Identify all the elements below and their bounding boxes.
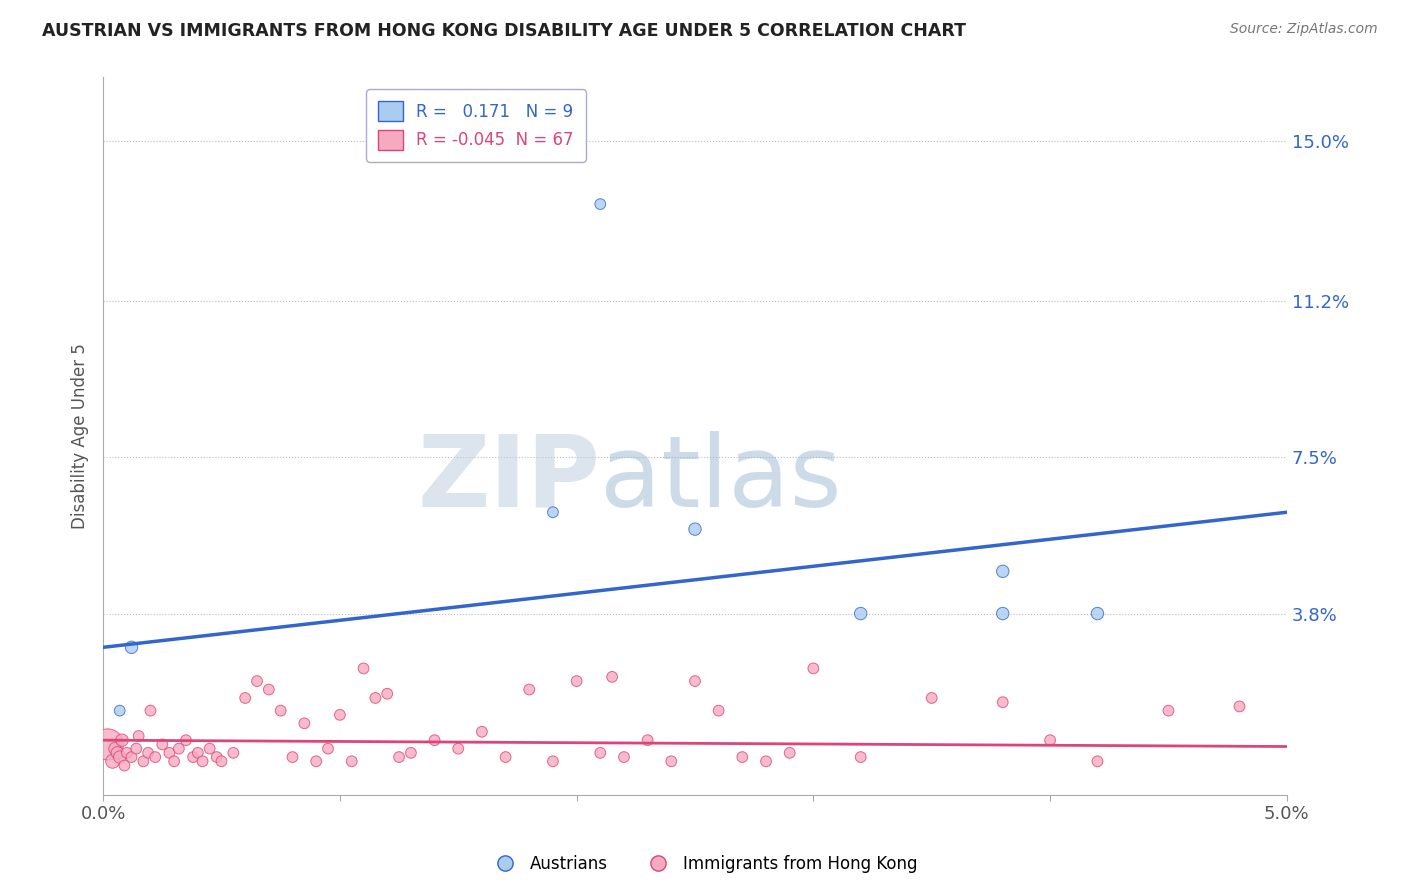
Point (600, 670, 623, 684)
Point (991, 565, 1014, 579)
Point (257, 682, 280, 697)
Point (364, 690, 387, 705)
Point (115, 746, 138, 760)
Point (136, 746, 159, 760)
Point (211, 754, 233, 768)
Point (991, 695, 1014, 709)
Legend: Austrians, Immigrants from Hong Kong: Austrians, Immigrants from Hong Kong (482, 848, 924, 880)
Point (849, 607, 872, 621)
Point (683, 674, 706, 689)
Point (101, 754, 124, 768)
Point (1157, 704, 1180, 718)
Point (205, 750, 228, 764)
Point (517, 682, 540, 697)
Point (163, 754, 186, 768)
Point (399, 746, 422, 760)
Point (222, 746, 245, 760)
Point (292, 716, 315, 731)
Point (637, 733, 659, 747)
Point (755, 754, 778, 768)
Point (707, 704, 730, 718)
Text: atlas: atlas (600, 431, 842, 528)
Point (108, 750, 131, 764)
Point (121, 750, 143, 764)
Point (353, 661, 375, 675)
Point (139, 704, 162, 718)
Point (281, 750, 304, 764)
Point (1087, 607, 1109, 621)
Point (613, 750, 636, 764)
Point (541, 505, 564, 519)
Point (423, 733, 446, 747)
Point (191, 754, 214, 768)
Y-axis label: Disability Age Under 5: Disability Age Under 5 (72, 343, 89, 529)
Point (1039, 733, 1062, 747)
Point (849, 750, 872, 764)
Point (132, 754, 155, 768)
Point (683, 522, 706, 536)
Point (104, 741, 127, 756)
Point (270, 704, 292, 718)
Point (150, 738, 173, 752)
Point (246, 674, 269, 689)
Point (181, 750, 204, 764)
Point (111, 733, 134, 747)
Point (198, 741, 221, 756)
Point (174, 733, 197, 747)
Point (97, 738, 120, 752)
Point (128, 729, 150, 743)
Text: AUSTRIAN VS IMMIGRANTS FROM HONG KONG DISABILITY AGE UNDER 5 CORRELATION CHART: AUSTRIAN VS IMMIGRANTS FROM HONG KONG DI… (42, 22, 966, 40)
Point (565, 674, 588, 689)
Point (187, 746, 209, 760)
Legend: R =   0.171   N = 9, R = -0.045  N = 67: R = 0.171 N = 9, R = -0.045 N = 67 (367, 89, 585, 161)
Point (108, 704, 131, 718)
Point (779, 746, 801, 760)
Point (125, 741, 148, 756)
Text: Source: ZipAtlas.com: Source: ZipAtlas.com (1230, 22, 1378, 37)
Point (541, 754, 564, 768)
Point (447, 741, 470, 756)
Point (316, 741, 339, 756)
Point (731, 750, 754, 764)
Point (105, 746, 128, 760)
Point (1229, 699, 1251, 714)
Point (388, 750, 411, 764)
Point (114, 758, 136, 772)
Point (471, 724, 494, 739)
Point (233, 690, 256, 705)
Point (991, 607, 1014, 621)
Point (589, 197, 612, 211)
Text: ZIP: ZIP (418, 431, 600, 528)
Point (375, 687, 398, 701)
Point (659, 754, 682, 768)
Point (921, 690, 943, 705)
Point (157, 746, 180, 760)
Point (801, 661, 824, 675)
Point (495, 750, 517, 764)
Point (143, 750, 166, 764)
Point (340, 754, 363, 768)
Point (329, 707, 352, 722)
Point (121, 640, 143, 655)
Point (167, 741, 190, 756)
Point (305, 754, 328, 768)
Point (1087, 754, 1109, 768)
Point (589, 746, 612, 760)
